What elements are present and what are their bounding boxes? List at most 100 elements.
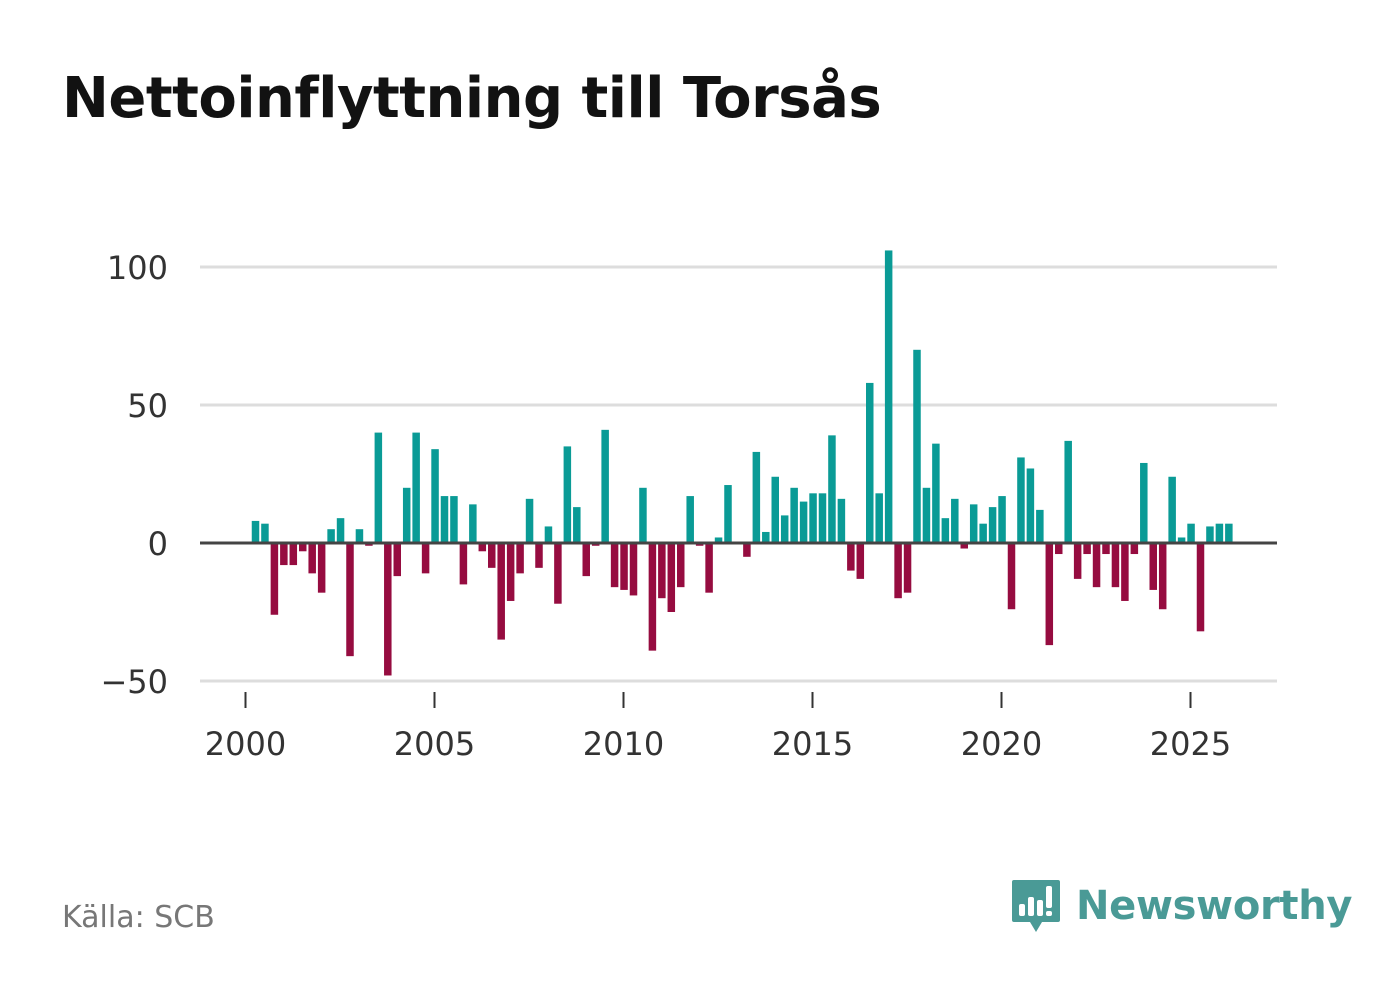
data-bar [516,543,524,574]
data-bar [875,493,883,543]
data-bar [289,543,298,566]
data-bar [866,382,874,543]
data-bar [1026,468,1035,543]
data-bar [979,523,987,543]
data-bar [1130,543,1139,555]
data-bar [941,518,950,543]
data-bar [847,543,855,571]
data-bar [469,504,477,543]
x-tick-label: 2015 [772,725,853,763]
data-bar [563,446,572,543]
data-bar [488,543,496,568]
data-bar [809,493,817,543]
data-bar [686,496,694,543]
data-bar [648,543,657,651]
data-bar [705,543,713,593]
data-bar [251,520,260,543]
data-bar [762,531,770,543]
data-bar [837,498,846,543]
data-bar [639,487,647,543]
data-bar [1158,543,1167,610]
data-bar [856,543,865,579]
data-bar [658,543,666,599]
data-bar [1187,523,1195,543]
data-bar [1196,543,1205,632]
data-bar [1073,543,1082,579]
data-bar [384,543,392,676]
tick-labels: 100 50 0 −50 2000 2005 2010 2015 2020 2025 [100,249,1231,763]
data-bar [506,543,515,601]
y-tick-label: 0 [148,525,168,563]
data-bar [261,523,269,543]
data-bar [412,432,420,543]
data-bar [903,543,912,593]
data-bar [440,496,449,543]
data-bar [780,515,789,543]
data-bar [894,543,902,599]
data-bar [1092,543,1101,588]
x-tick-label: 2010 [583,725,664,763]
data-bar [1225,523,1233,543]
data-bar [573,507,581,543]
data-bar [554,543,562,604]
data-bar [450,496,458,543]
data-bar [544,526,553,543]
data-bar [799,501,808,543]
data-bar [828,435,836,543]
y-tick-label: 50 [127,387,168,425]
data-bar [535,543,543,568]
data-bar [299,543,307,552]
data-bar [421,543,430,574]
data-bar [1168,476,1176,543]
data-bar [308,543,316,574]
x-tick-label: 2000 [205,725,286,763]
data-bar [336,518,345,543]
data-bar [1017,457,1025,543]
data-bar [960,543,968,549]
data-bar [1149,543,1157,590]
data-bar [459,543,468,585]
data-bar [317,543,326,593]
brand-name: Newsworthy [1076,883,1353,929]
data-bar [497,543,505,640]
source-note: Källa: SCB [62,900,215,935]
y-tick-label: 100 [107,249,168,287]
data-bar [582,543,590,577]
data-bar [402,487,411,543]
data-bar [610,543,619,588]
bars [251,250,1233,676]
data-bar [1083,543,1091,555]
data-bar [714,537,723,543]
data-bar [629,543,638,596]
data-bar [884,250,893,543]
data-bar [1036,509,1044,543]
data-bar [818,493,827,543]
y-tick-label: −50 [100,663,168,701]
data-bar [393,543,401,577]
data-bar [969,504,978,543]
data-bar [1206,526,1214,543]
data-bar [478,543,487,552]
data-bar [280,543,288,566]
x-tick-label: 2020 [961,725,1042,763]
data-bar [346,543,354,657]
x-tick-label: 2025 [1150,725,1231,763]
newsworthy-logo-icon [1012,880,1060,932]
data-bar [327,529,335,543]
data-bar [1140,462,1148,543]
data-bar [601,429,609,543]
data-bar [752,451,761,543]
data-bar [1215,523,1224,543]
data-bar [620,543,628,590]
gridlines [200,265,1277,683]
data-bar [374,432,383,543]
x-tick-label: 2005 [394,725,475,763]
brand-logo[interactable]: Newsworthy [1010,876,1353,936]
data-bar [677,543,685,588]
data-bar [771,476,779,543]
data-bar [1055,543,1063,555]
data-bar [724,485,732,543]
data-bar [913,349,921,543]
data-bar [1111,543,1120,588]
